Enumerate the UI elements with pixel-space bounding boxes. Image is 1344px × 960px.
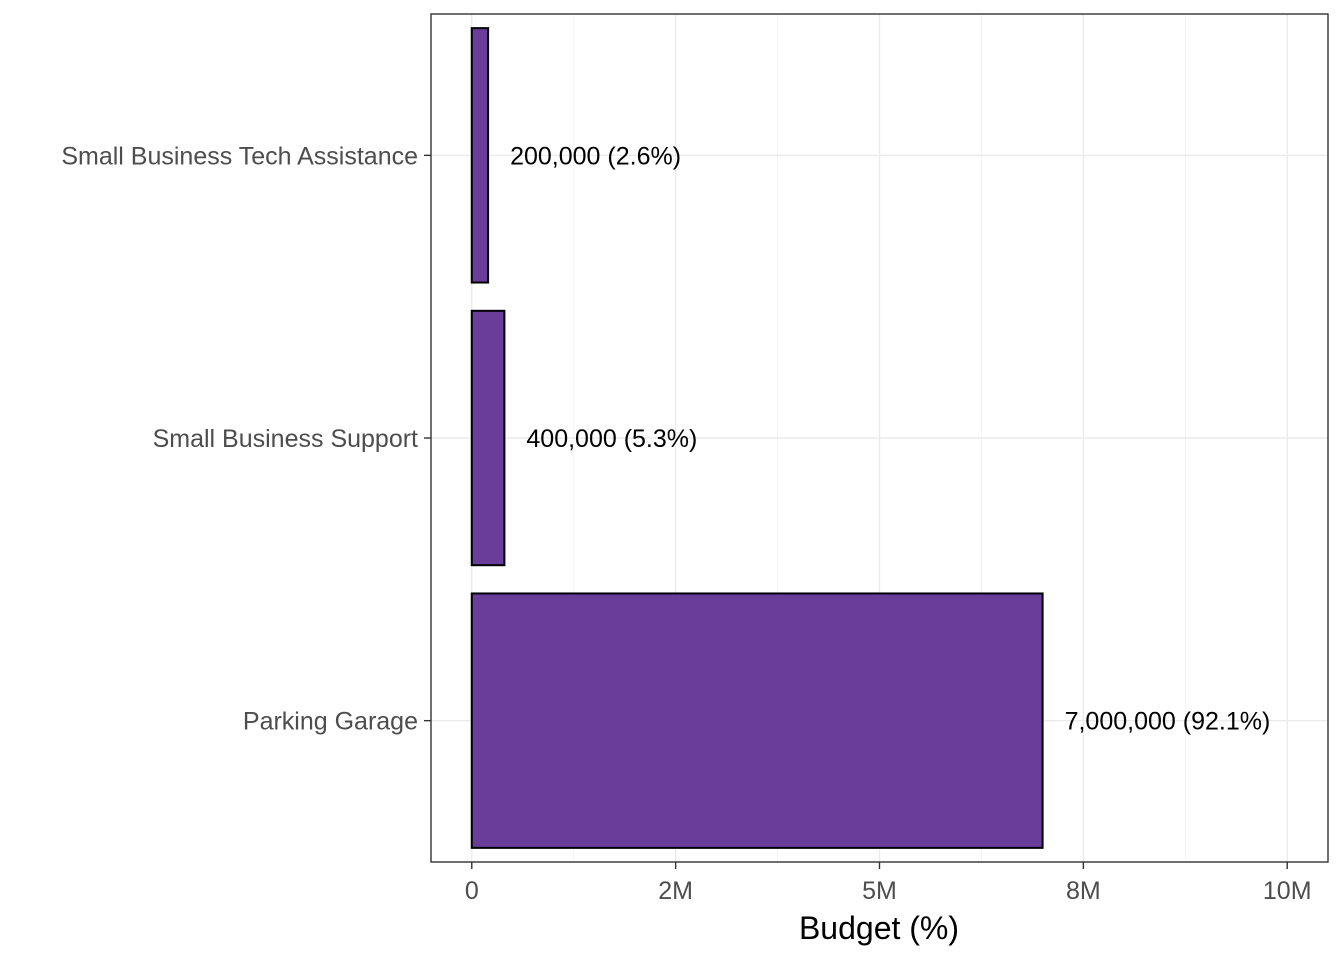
bar bbox=[470, 592, 1044, 849]
data-label: 400,000 (5.3%) bbox=[526, 425, 697, 453]
x-tick-label: 5M bbox=[862, 877, 897, 905]
labels-layer: 200,000 (2.6%) 400,000 (5.3%) 7,000,000 (9… bbox=[61, 142, 1311, 905]
y-tick-label: Parking Garage bbox=[243, 708, 418, 736]
data-label: 7,000,000 (92.1%) bbox=[1065, 708, 1271, 736]
bar bbox=[470, 27, 490, 284]
x-axis-title: Budget (%) bbox=[799, 910, 959, 946]
data-label: 200,000 (2.6%) bbox=[510, 142, 681, 170]
x-tick-label: 8M bbox=[1066, 877, 1101, 905]
bar bbox=[470, 309, 506, 567]
y-tick-label: Small Business Tech Assistance bbox=[61, 142, 418, 170]
bars-layer bbox=[470, 27, 1044, 849]
x-tick-label: 10M bbox=[1263, 877, 1312, 905]
ticks-layer bbox=[424, 154, 1288, 869]
x-tick-label: 2M bbox=[658, 877, 693, 905]
x-tick-label: 0 bbox=[465, 877, 479, 905]
y-tick-label: Small Business Support bbox=[153, 425, 418, 453]
